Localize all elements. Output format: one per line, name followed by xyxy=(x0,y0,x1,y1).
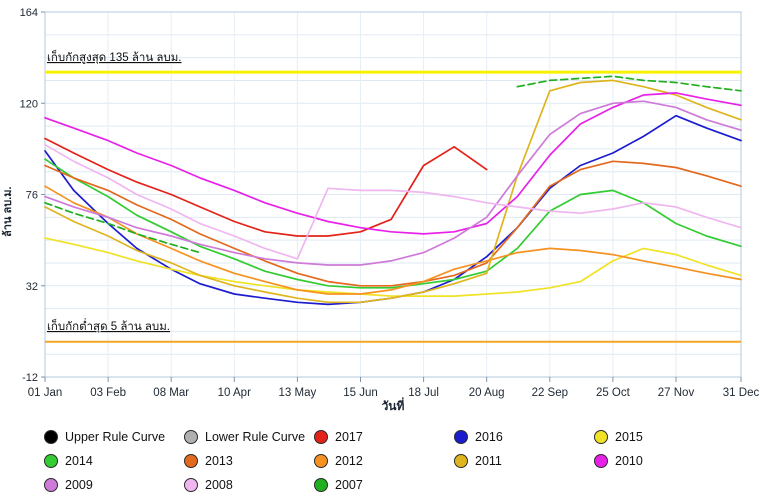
legend-marker-icon xyxy=(594,454,608,468)
legend-marker-icon xyxy=(44,478,58,492)
max-storage-label: เก็บกักสูงสุด 135 ล้าน ลบม. xyxy=(47,49,182,64)
legend-label: 2008 xyxy=(205,478,233,492)
y-tick-label: -12 xyxy=(22,372,38,384)
x-axis-title: วันที่ xyxy=(382,397,405,413)
y-axis-title: ล้าน ลบ.ม. xyxy=(1,186,14,237)
legend-item-2017[interactable]: 2017 xyxy=(314,426,454,448)
series-line-2013 xyxy=(44,160,742,287)
legend-marker-icon xyxy=(184,478,198,492)
legend-label: Lower Rule Curve xyxy=(205,430,306,444)
legend-marker-icon xyxy=(184,454,198,468)
legend-item-2013[interactable]: 2013 xyxy=(184,450,314,472)
legend-marker-icon xyxy=(454,454,468,468)
legend-marker-icon xyxy=(594,430,608,444)
x-tick-label: 20 Aug xyxy=(469,387,505,399)
x-tick-label: 10 Apr xyxy=(218,387,251,399)
legend-label: 2014 xyxy=(65,454,93,468)
legend-item-2015[interactable]: 2015 xyxy=(594,426,744,448)
legend-marker-icon xyxy=(314,430,328,444)
x-tick-label: 27 Nov xyxy=(658,387,695,399)
legend-item-2011[interactable]: 2011 xyxy=(454,450,594,472)
legend-marker-icon xyxy=(184,430,198,444)
legend-marker-icon xyxy=(44,430,58,444)
legend-item-2007[interactable]: 2007 xyxy=(314,474,454,496)
series-line-2009 xyxy=(44,100,742,266)
legend-item-2008[interactable]: 2008 xyxy=(184,474,314,496)
x-tick-label: 15 Jun xyxy=(343,387,378,399)
annotation-lines xyxy=(45,70,741,343)
legend-label: 2016 xyxy=(475,430,503,444)
x-tick-label: 01 Jan xyxy=(28,387,63,399)
legend-label: 2013 xyxy=(205,454,233,468)
legend-item-lower-rule-curve[interactable]: Lower Rule Curve xyxy=(184,426,314,448)
legend-marker-icon xyxy=(454,430,468,444)
legend-label: 2015 xyxy=(615,430,643,444)
axes: -12 32 76 120 164 01 Jan 03 Feb 08 Mar 10 Apr 13 … xyxy=(20,7,760,399)
series-line-2012 xyxy=(44,185,742,295)
series-line-2011 xyxy=(44,79,742,304)
legend-item-2016[interactable]: 2016 xyxy=(454,426,594,448)
y-tick-label: 164 xyxy=(20,7,38,19)
series-line-2017 xyxy=(44,137,488,237)
legend-label: 2009 xyxy=(65,478,93,492)
y-tick-label: 120 xyxy=(20,98,38,110)
x-tick-label: 13 May xyxy=(279,387,317,399)
x-tick-label: 08 Mar xyxy=(153,387,189,399)
x-tick-label: 03 Feb xyxy=(90,387,126,399)
legend-item-2012[interactable]: 2012 xyxy=(314,450,454,472)
legend-item-2009[interactable]: 2009 xyxy=(44,474,184,496)
x-tick-label: 31 Dec xyxy=(723,387,760,399)
legend-item-2014[interactable]: 2014 xyxy=(44,450,184,472)
legend-label: 2017 xyxy=(335,430,363,444)
x-tick-label: 22 Sep xyxy=(532,387,568,399)
legend-label: 2010 xyxy=(615,454,643,468)
legend-label: 2007 xyxy=(335,478,363,492)
y-tick-label: 32 xyxy=(26,281,38,293)
legend-marker-icon xyxy=(44,454,58,468)
legend-label: 2011 xyxy=(475,454,502,468)
legend-marker-icon xyxy=(314,454,328,468)
legend-item-2010[interactable]: 2010 xyxy=(594,450,744,472)
series-line-2008 xyxy=(44,143,742,260)
x-tick-label: 25 Oct xyxy=(596,387,631,399)
reservoir-storage-chart: -12 32 76 120 164 01 Jan 03 Feb 08 Mar 10 Apr 13 … xyxy=(1,7,760,413)
y-tick-label: 76 xyxy=(26,190,38,202)
legend-label: Upper Rule Curve xyxy=(65,430,166,444)
series-line-2014 xyxy=(44,158,742,289)
legend-label: 2012 xyxy=(335,454,363,468)
legend-item-upper-rule-curve[interactable]: Upper Rule Curve xyxy=(44,426,184,448)
legend: Upper Rule Curve Lower Rule Curve 2017 2016… xyxy=(0,423,760,496)
series-lines xyxy=(44,75,742,306)
x-tick-label: 18 Jul xyxy=(408,387,439,399)
legend-marker-icon xyxy=(314,478,328,492)
min-storage-label: เก็บกักต่ำสุด 5 ล้าน ลบม. xyxy=(47,318,170,333)
series-line-2007 xyxy=(44,75,742,254)
